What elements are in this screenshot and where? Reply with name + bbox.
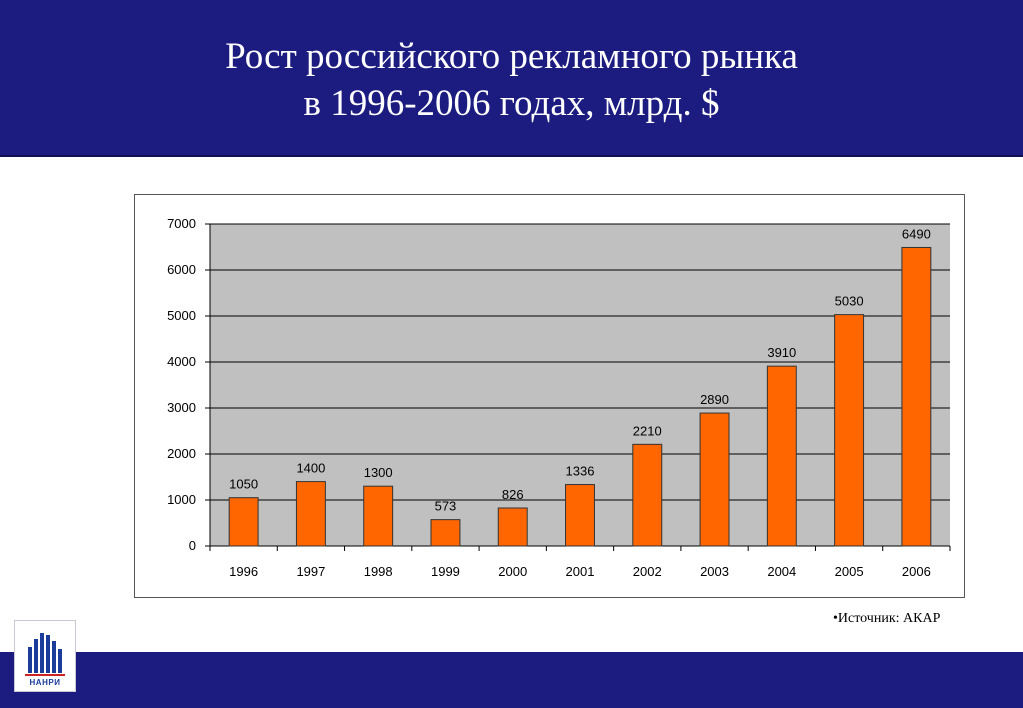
bar-1999[interactable]	[430, 519, 461, 547]
x-tick-label-2003: 2003	[700, 564, 729, 579]
y-tick-label: 1000	[167, 492, 196, 507]
x-tick-label-2000: 2000	[498, 564, 527, 579]
data-label-1999: 573	[435, 499, 457, 514]
data-label-2003: 2890	[700, 392, 729, 407]
logo-bars-icon	[25, 633, 65, 676]
x-tick-label-1997: 1997	[296, 564, 325, 579]
bar-2000[interactable]	[497, 507, 528, 547]
x-tick-label-2005: 2005	[835, 564, 864, 579]
data-label-1997: 1400	[296, 461, 325, 476]
data-label-1998: 1300	[364, 465, 393, 480]
data-label-2001: 1336	[566, 464, 595, 479]
bar-2005[interactable]	[834, 314, 865, 547]
nanri-logo: НАНРИ	[14, 620, 76, 692]
data-label-2005: 5030	[835, 294, 864, 309]
slide-title-line-1: Рост российского рекламного рынка	[225, 36, 798, 77]
y-tick-label: 7000	[167, 216, 196, 231]
x-tick-label-1998: 1998	[364, 564, 393, 579]
title-banner: Рост российского рекламного рынка в 1996…	[0, 0, 1023, 157]
y-tick-label: 5000	[167, 308, 196, 323]
x-tick-label-2004: 2004	[767, 564, 796, 579]
bar-1998[interactable]	[363, 485, 394, 547]
bar-2002[interactable]	[632, 443, 663, 547]
x-tick-label-2002: 2002	[633, 564, 662, 579]
y-tick-label: 4000	[167, 354, 196, 369]
bar-2001[interactable]	[565, 484, 595, 547]
data-label-2006: 6490	[902, 226, 931, 241]
data-label-2004: 3910	[767, 345, 796, 360]
data-label-2000: 826	[502, 487, 524, 502]
bar-2006[interactable]	[901, 246, 932, 547]
data-label-2002: 2210	[633, 423, 662, 438]
x-tick-label-2001: 2001	[566, 564, 595, 579]
bar-chart: 0 1000 2000 3000 4000 5000 6000 7000 1050 1996 140…	[167, 216, 951, 579]
source-note: •Источник: АКАР	[833, 611, 941, 626]
slide-title-line-2: в 1996-2006 годах, млрд. $	[303, 83, 720, 124]
footer-bar	[0, 652, 1023, 708]
x-tick-label-2006: 2006	[902, 564, 931, 579]
y-tick-label: 2000	[167, 446, 196, 461]
bar-1996[interactable]	[228, 497, 259, 547]
bar-2003[interactable]	[699, 412, 730, 547]
logo-text: НАНРИ	[29, 678, 61, 687]
y-tick-label: 3000	[167, 400, 196, 415]
chart-container: 0 1000 2000 3000 4000 5000 6000 7000 1050 1996 140…	[134, 194, 965, 598]
y-tick-label: 6000	[167, 262, 196, 277]
x-tick-label-1999: 1999	[431, 564, 460, 579]
bar-2004[interactable]	[766, 365, 797, 547]
bar-1997[interactable]	[295, 481, 326, 547]
x-tick-label-1996: 1996	[229, 564, 258, 579]
data-label-1996: 1050	[229, 477, 258, 492]
y-tick-label: 0	[189, 538, 196, 553]
